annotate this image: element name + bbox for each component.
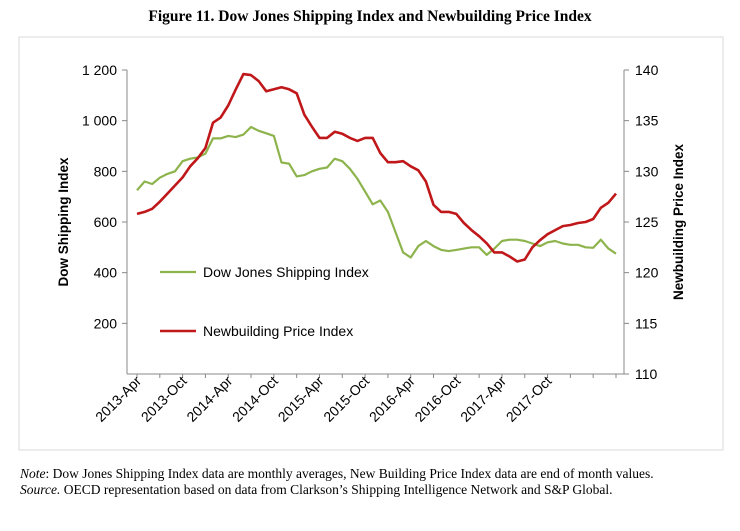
y-axis-title-right: Newbuilding Price Index xyxy=(671,143,686,300)
y-tick-label-right: 110 xyxy=(635,366,658,382)
y-tick-label-left: 200 xyxy=(94,315,118,331)
x-tick-label: 2015-Apr xyxy=(275,373,327,425)
note-line: Note: Dow Jones Shipping Index data are … xyxy=(20,466,726,482)
x-tick-label: 2013-Apr xyxy=(92,373,144,425)
x-tick-label: 2014-Apr xyxy=(183,373,235,425)
legend: Dow Jones Shipping Index Newbuilding Pric… xyxy=(160,264,369,339)
y-tick-label-right: 120 xyxy=(635,265,659,281)
series-lines xyxy=(136,72,617,263)
chart-frame xyxy=(18,36,724,451)
y-axis-title-left: Dow Shipping Index xyxy=(56,157,71,286)
y-tick-label-left: 1 000 xyxy=(82,113,117,129)
x-tick-label: 2016-Apr xyxy=(366,373,418,425)
y-tick-label-left: 600 xyxy=(94,214,118,230)
source-label: Source. xyxy=(20,482,61,497)
x-tick-label: 2016-Oct xyxy=(411,373,463,425)
chart-title: Figure 11. Dow Jones Shipping Index and … xyxy=(148,8,592,25)
y-tick-label-right: 140 xyxy=(635,62,659,78)
series-line-newbuilding xyxy=(136,72,617,263)
note-label: Note xyxy=(20,466,46,481)
y-tick-label-right: 130 xyxy=(635,163,659,179)
y-tick-label-right: 125 xyxy=(635,214,659,230)
x-tick-label: 2017-Apr xyxy=(457,373,509,425)
x-tick-label: 2015-Oct xyxy=(320,373,372,425)
y-tick-label-right: 115 xyxy=(635,315,658,331)
chart-notes: Note: Dow Jones Shipping Index data are … xyxy=(20,466,726,498)
plot-area xyxy=(18,36,724,451)
y-tick-label-left: 800 xyxy=(94,163,118,179)
source-line: Source. OECD representation based on dat… xyxy=(20,482,726,498)
x-tick-label: 2013-Oct xyxy=(138,373,190,425)
y-tick-label-left: 400 xyxy=(94,265,118,281)
legend-label-newbuilding: Newbuilding Price Index xyxy=(203,323,353,339)
x-tick-label: 2017-Oct xyxy=(503,373,555,425)
axes: 200 400 600 800 1 000 1 200 110 115 120 125 130 135… xyxy=(56,62,686,425)
source-text: OECD representation based on data from C… xyxy=(60,482,613,497)
x-tick-label: 2014-Oct xyxy=(229,373,281,425)
legend-label-dow-jones: Dow Jones Shipping Index xyxy=(203,264,369,280)
y-tick-label-right: 135 xyxy=(635,113,659,129)
y-tick-label-left: 1 200 xyxy=(82,62,117,78)
note-text: : Dow Jones Shipping Index data are mont… xyxy=(45,466,654,481)
